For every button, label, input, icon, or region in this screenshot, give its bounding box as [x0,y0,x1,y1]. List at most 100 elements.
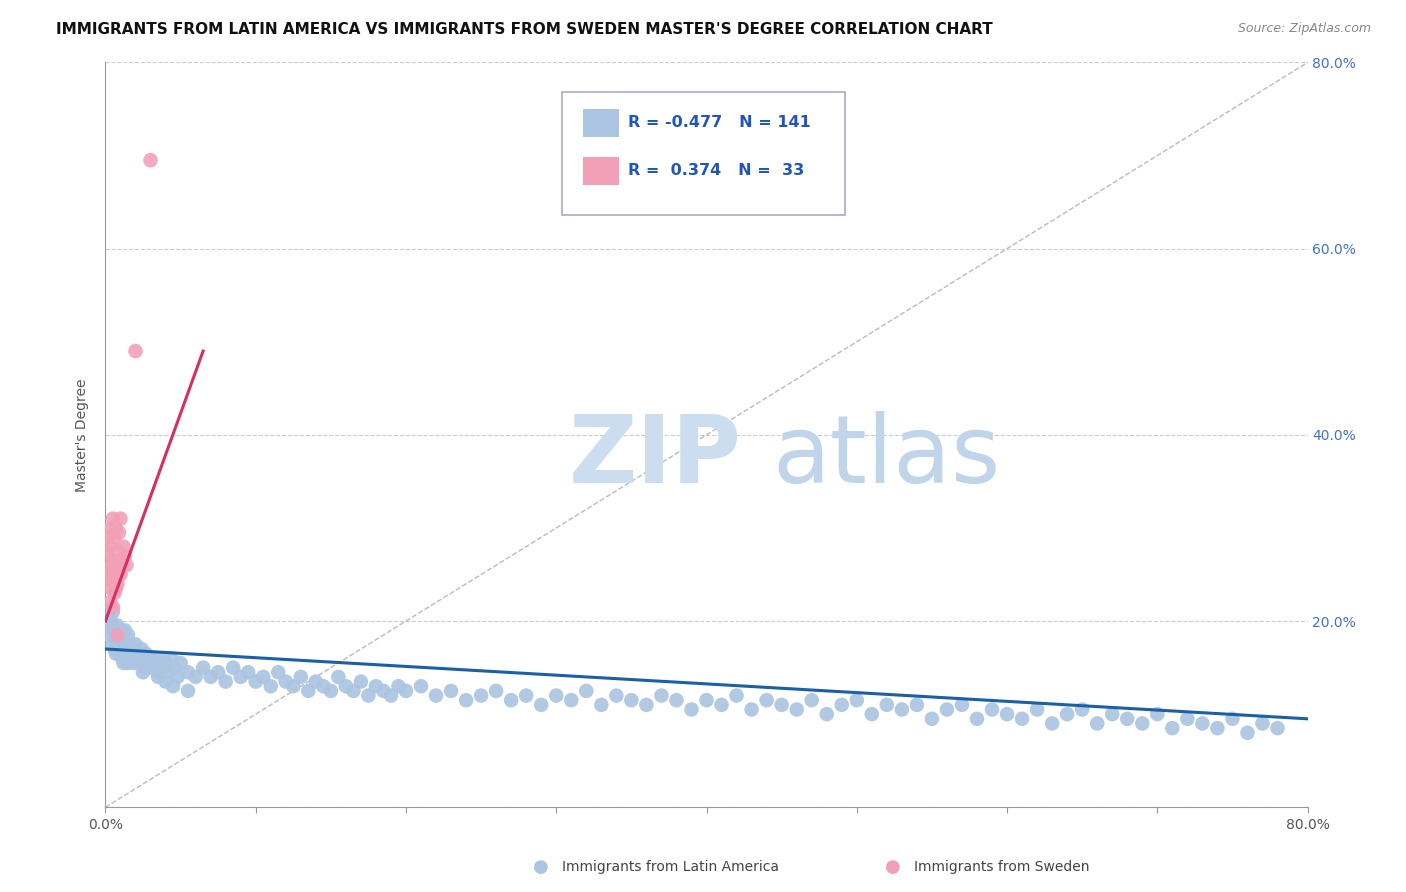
Text: Immigrants from Sweden: Immigrants from Sweden [914,860,1090,874]
Point [260,679,283,693]
Point [142,660,165,674]
Point [1101,707,1123,722]
Point [409,679,432,693]
Point [122,656,145,670]
Text: ●: ● [533,858,550,876]
Point [312,679,335,693]
Point [620,693,643,707]
Point [890,702,912,716]
Point [1191,716,1213,731]
Point [110,567,132,582]
Point [117,628,139,642]
Point [665,693,688,707]
Point [157,665,180,680]
Point [214,674,236,689]
Point [1175,712,1198,726]
Point [163,660,186,674]
Point [1267,721,1289,735]
Point [112,656,135,670]
Point [108,525,131,540]
Point [104,647,127,661]
Point [1161,721,1184,735]
Point [876,698,898,712]
Point [966,712,988,726]
Point [297,684,319,698]
Point [103,586,125,600]
Point [650,689,672,703]
Point [107,618,129,632]
Point [177,665,200,680]
Point [125,651,148,665]
Point [373,684,395,698]
Point [101,511,124,525]
Point [114,624,136,638]
Point [114,549,136,563]
Point [1011,712,1033,726]
Point [98,540,121,554]
Point [97,618,120,632]
Point [274,674,297,689]
Point [104,521,127,535]
Point [350,674,373,689]
Point [921,712,943,726]
Point [112,540,135,554]
Point [283,679,305,693]
Point [100,582,122,596]
Point [681,702,703,716]
Point [98,563,121,577]
Point [755,693,778,707]
Point [128,647,150,661]
Point [267,665,290,680]
Point [800,693,823,707]
Point [1056,707,1078,722]
Point [546,689,568,703]
Point [1236,726,1258,740]
Point [101,572,124,586]
Point [160,651,183,665]
Point [103,530,125,544]
Text: IMMIGRANTS FROM LATIN AMERICA VS IMMIGRANTS FROM SWEDEN MASTER'S DEGREE CORRELAT: IMMIGRANTS FROM LATIN AMERICA VS IMMIGRA… [56,22,993,37]
Point [114,647,136,661]
Point [108,632,131,647]
Bar [582,157,619,186]
Point [103,642,125,657]
Point [1206,721,1229,735]
Point [470,689,492,703]
Point [485,684,508,698]
Point [118,637,141,651]
Point [364,679,387,693]
Point [98,595,121,609]
Point [98,628,121,642]
Point [101,553,124,567]
Point [515,689,537,703]
Point [97,530,120,544]
Point [936,702,959,716]
Point [981,702,1004,716]
Point [100,614,122,628]
Point [845,693,868,707]
Point [121,647,143,661]
Point [124,637,146,651]
Point [1130,716,1153,731]
Point [110,647,132,661]
Point [107,544,129,558]
Point [107,637,129,651]
Point [134,660,156,674]
Point [101,637,124,651]
Point [148,651,170,665]
Point [132,665,155,680]
Point [560,693,582,707]
Point [111,628,134,642]
Point [238,665,260,680]
Point [104,628,127,642]
Point [136,656,159,670]
Point [1071,702,1094,716]
Point [110,624,132,638]
Point [155,674,177,689]
Point [146,670,169,684]
Point [110,511,132,525]
Point [342,684,364,698]
Point [335,679,357,693]
Point [815,707,838,722]
Text: ●: ● [884,858,901,876]
